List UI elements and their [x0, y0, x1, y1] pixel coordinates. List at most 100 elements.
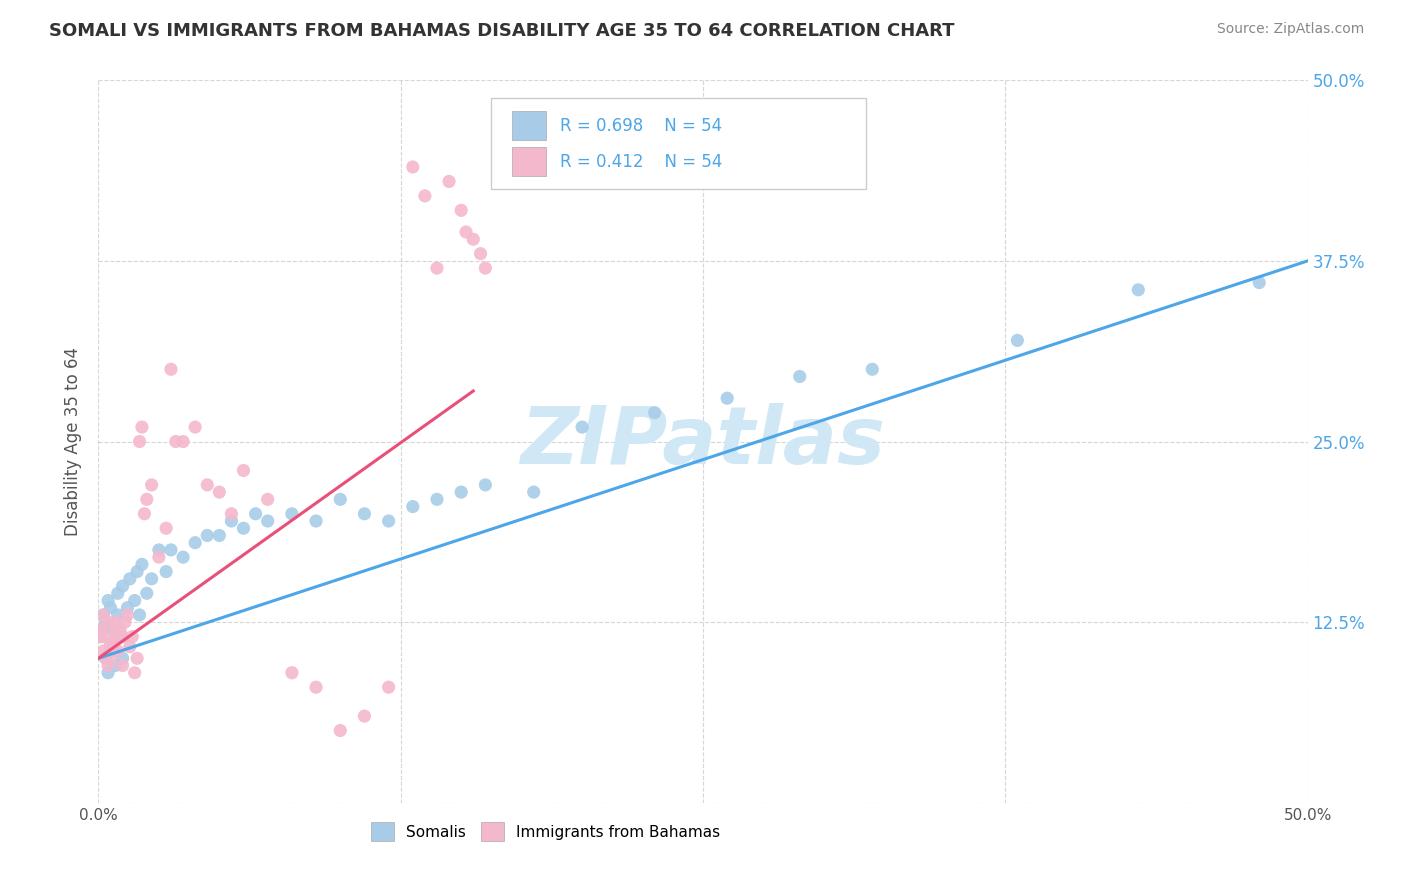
Point	[108, 630, 131, 644]
Point	[450, 485, 472, 500]
Point	[127, 651, 149, 665]
Point	[91, 607, 114, 622]
Point	[128, 607, 150, 622]
Point	[107, 586, 129, 600]
Point	[245, 507, 267, 521]
Point	[402, 160, 425, 174]
Point	[1249, 276, 1271, 290]
FancyBboxPatch shape	[512, 147, 546, 177]
Text: SOMALI VS IMMIGRANTS FROM BAHAMAS DISABILITY AGE 35 TO 64 CORRELATION CHART: SOMALI VS IMMIGRANTS FROM BAHAMAS DISABI…	[49, 22, 955, 40]
Text: R = 0.412    N = 54: R = 0.412 N = 54	[561, 153, 723, 171]
Point	[118, 640, 141, 654]
Point	[329, 492, 352, 507]
Point	[474, 478, 496, 492]
Point	[107, 607, 129, 622]
Point	[141, 478, 163, 492]
Point	[104, 615, 127, 630]
Point	[644, 406, 666, 420]
FancyBboxPatch shape	[512, 112, 546, 140]
Point	[329, 723, 352, 738]
Point	[91, 644, 114, 658]
Point	[523, 485, 546, 500]
Point	[131, 420, 153, 434]
Point	[131, 558, 153, 572]
Point	[353, 709, 375, 723]
Point	[470, 246, 492, 260]
FancyBboxPatch shape	[492, 98, 866, 189]
Point	[100, 651, 122, 665]
Point	[463, 232, 485, 246]
Point	[97, 593, 120, 607]
Point	[135, 492, 157, 507]
Point	[160, 542, 183, 557]
Point	[281, 507, 304, 521]
Point	[148, 550, 170, 565]
Point	[353, 507, 375, 521]
Point	[91, 623, 114, 637]
Point	[127, 565, 149, 579]
Point	[184, 420, 207, 434]
Point	[256, 514, 278, 528]
Point	[128, 434, 150, 449]
Point	[118, 572, 141, 586]
Point	[124, 593, 146, 607]
Point	[114, 615, 136, 630]
Point	[426, 492, 449, 507]
Point	[107, 630, 129, 644]
Legend: Somalis, Immigrants from Bahamas: Somalis, Immigrants from Bahamas	[366, 816, 727, 847]
Point	[184, 535, 207, 549]
Point	[100, 600, 122, 615]
Point	[155, 565, 177, 579]
Point	[172, 550, 194, 565]
Point	[111, 630, 134, 644]
Point	[305, 680, 328, 694]
Point	[97, 665, 120, 680]
Point	[107, 644, 129, 658]
Point	[121, 630, 143, 644]
Text: ZIPatlas: ZIPatlas	[520, 402, 886, 481]
Point	[571, 420, 593, 434]
Text: R = 0.698    N = 54: R = 0.698 N = 54	[561, 117, 723, 135]
Point	[195, 478, 218, 492]
Point	[789, 369, 811, 384]
Point	[232, 463, 254, 477]
Point	[94, 630, 117, 644]
Point	[101, 640, 124, 654]
Point	[117, 600, 139, 615]
Y-axis label: Disability Age 35 to 64: Disability Age 35 to 64	[65, 347, 83, 536]
Point	[716, 391, 738, 405]
Point	[97, 658, 120, 673]
Point	[100, 637, 122, 651]
Point	[208, 485, 231, 500]
Point	[135, 586, 157, 600]
Point	[94, 651, 117, 665]
Point	[155, 521, 177, 535]
Point	[94, 651, 117, 665]
Point	[90, 623, 112, 637]
Point	[256, 492, 278, 507]
Point	[104, 625, 127, 640]
Point	[172, 434, 194, 449]
Point	[100, 644, 122, 658]
Point	[377, 514, 399, 528]
Point	[104, 658, 127, 673]
Point	[91, 607, 114, 622]
Point	[474, 261, 496, 276]
Point	[232, 521, 254, 535]
Point	[160, 362, 183, 376]
Point	[101, 637, 124, 651]
Point	[111, 658, 134, 673]
Point	[377, 680, 399, 694]
Point	[90, 630, 112, 644]
Point	[305, 514, 328, 528]
Point	[97, 615, 120, 630]
Point	[450, 203, 472, 218]
Point	[221, 514, 243, 528]
Point	[208, 528, 231, 542]
Point	[134, 507, 156, 521]
Point	[195, 528, 218, 542]
Point	[117, 607, 139, 622]
Point	[104, 623, 127, 637]
Point	[108, 623, 131, 637]
Point	[426, 261, 449, 276]
